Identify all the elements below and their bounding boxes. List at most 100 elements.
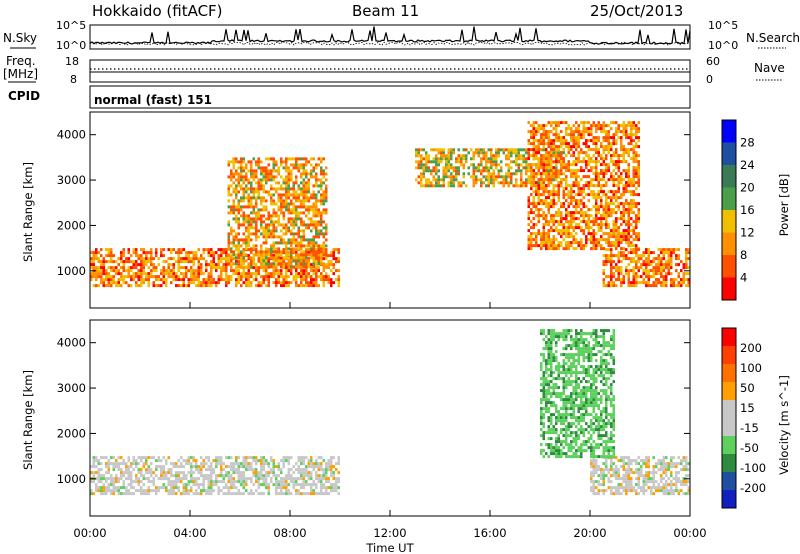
power-cell-1 [285,178,288,182]
power-cell-1 [265,247,268,251]
power-cell-3 [555,130,558,134]
velocity-cell-0 [100,489,103,493]
power-cell-0 [175,272,178,276]
power-cell-2 [455,172,458,176]
power-cell-2 [497,181,500,185]
power-cell-3 [532,202,535,206]
velocity-cell-0 [200,471,203,475]
velocity-cell-0 [232,462,235,466]
power-cell-1 [320,172,323,176]
power-cell-1 [302,181,305,185]
power-cell-4 [640,257,643,261]
power-cell-4 [665,275,668,279]
power-cell-1 [247,181,250,185]
power-cell-0 [232,272,235,276]
velocity-cell-0 [285,480,288,484]
power-cell-1 [285,199,288,203]
power-cell-0 [330,281,333,285]
date-title: 25/Oct/2013 [590,2,683,20]
velocity-cell-0 [330,474,333,478]
power-cell-0 [312,272,315,276]
noise-search-line [89,41,691,46]
power-cell-0 [272,269,275,273]
power-cell-3 [555,220,558,224]
power-cell-3 [630,235,633,239]
velocity-cell-0 [277,480,280,484]
power-cell-3 [587,145,590,149]
power-cell-4 [672,248,675,252]
power-cell-3 [632,202,635,206]
power-cell-1 [265,217,268,221]
power-cell-1 [262,250,265,254]
power-cell-3 [600,235,603,239]
power-cell-1 [280,205,283,209]
power-cell-3 [622,229,625,233]
power-cell-1 [255,202,258,206]
power-cell-2 [450,157,453,161]
power-cell-3 [607,226,610,230]
power-cell-1 [252,217,255,221]
power-cell-2 [482,154,485,158]
power-cell-2 [525,148,528,152]
power-cell-0 [115,260,118,264]
velocity-cell-1 [607,477,610,481]
power-cell-0 [307,248,310,252]
power-cell-0 [127,266,130,270]
power-cell-0 [147,284,150,288]
power-cell-3 [610,121,613,125]
power-cell-3 [627,235,630,239]
velocity-cell-1 [600,477,603,481]
power-cell-3 [627,178,630,182]
power-cell-1 [295,166,298,170]
velocity-cell-0 [150,456,153,460]
power-cell-1 [287,172,290,176]
power-cell-2 [457,184,460,188]
power-cell-3 [555,139,558,143]
power-cell-3 [602,178,605,182]
power-cell-1 [255,220,258,224]
velocity-cell-0 [127,471,130,475]
power-cell-3 [577,205,580,209]
velocity-cell-0 [160,465,163,469]
power-cell-4 [637,257,640,261]
power-cell-0 [95,248,98,252]
power-cell-3 [595,163,598,167]
power-cell-2 [525,181,528,185]
power-cell-0 [172,248,175,252]
velocity-cell-1 [630,462,633,466]
power-cell-1 [305,184,308,188]
power-cell-4 [617,275,620,279]
power-cell-2 [510,175,513,179]
power-cell-3 [617,238,620,242]
velocity-cell-0 [117,465,120,469]
power-cell-3 [565,145,568,149]
power-cell-3 [632,232,635,236]
power-cell-3 [575,178,578,182]
velocity-cell-1 [657,489,660,493]
power-cell-2 [467,151,470,155]
velocity-cell-0 [280,459,283,463]
power-cell-1 [235,214,238,218]
power-cell-0 [95,266,98,270]
power-cell-1 [315,172,318,176]
power-cell-3 [570,187,573,191]
power-cell-2 [505,148,508,152]
velocity-cell-0 [290,468,293,472]
power-cell-1 [307,196,310,200]
power-cell-2 [490,175,493,179]
power-cell-0 [267,275,270,279]
velocity-cell-0 [172,465,175,469]
power-cell-0 [302,272,305,276]
power-cell-1 [260,208,263,212]
power-cell-4 [645,260,648,264]
power-cell-0 [107,251,110,255]
power-cell-2 [530,169,533,173]
power-cell-0 [95,284,98,288]
power-cell-3 [530,154,533,158]
power-cell-1 [292,259,295,263]
velocity-cell-1 [617,474,620,478]
power-cell-4 [675,248,678,252]
power-cell-0 [302,269,305,273]
power-cell-1 [227,232,230,236]
power-cell-3 [612,139,615,143]
